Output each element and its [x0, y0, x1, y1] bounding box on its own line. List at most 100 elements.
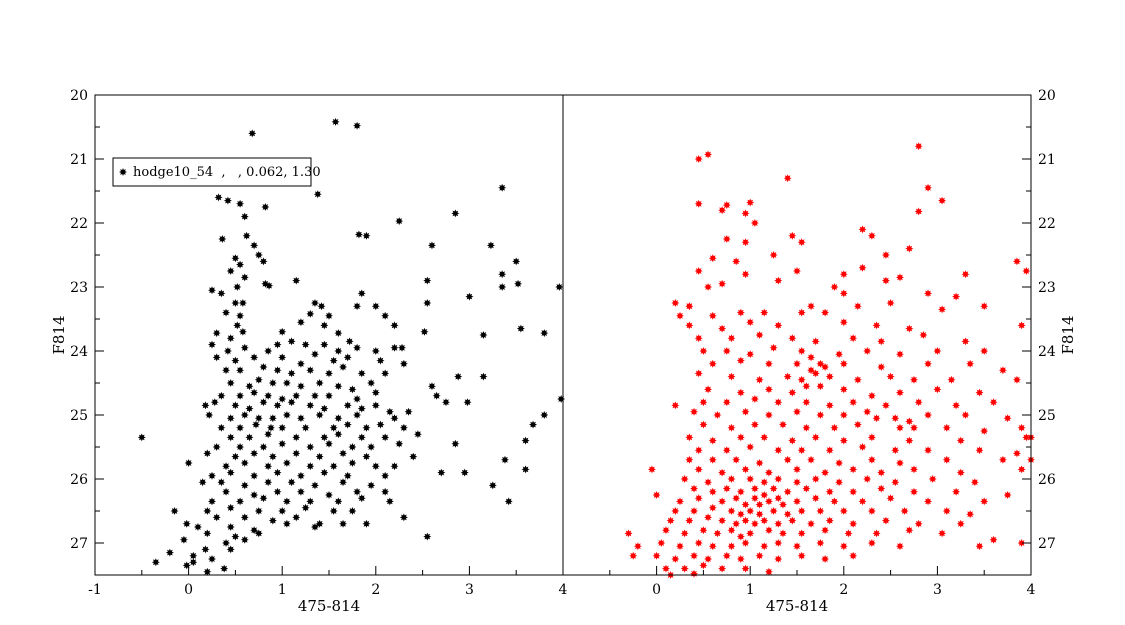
data-point — [203, 507, 212, 515]
data-point — [839, 385, 848, 394]
data-point — [905, 324, 914, 333]
data-point — [339, 478, 348, 487]
data-point — [264, 347, 273, 355]
data-point — [774, 446, 783, 455]
data-point — [755, 331, 764, 339]
data-point — [629, 551, 638, 560]
data-point — [788, 436, 797, 445]
data-point — [783, 455, 792, 464]
x-tick-label: 3 — [933, 582, 942, 598]
data-point — [718, 324, 727, 333]
data-point — [975, 446, 984, 455]
data-point — [259, 398, 268, 407]
data-point — [264, 478, 273, 487]
data-point — [708, 542, 717, 551]
data-point — [371, 302, 380, 311]
data-point — [807, 353, 816, 362]
data-point — [793, 478, 801, 487]
data-point — [310, 350, 319, 359]
data-point — [657, 539, 666, 547]
data-point — [296, 487, 305, 496]
data-point — [980, 497, 989, 506]
data-point — [942, 507, 951, 515]
data-point — [685, 433, 694, 442]
data-point — [708, 311, 717, 320]
data-point — [325, 391, 333, 400]
data-point — [362, 231, 371, 240]
data-point — [956, 468, 965, 477]
data-point — [331, 117, 340, 126]
data-point — [774, 475, 783, 483]
data-point — [223, 347, 232, 355]
data-point — [376, 356, 385, 365]
data-point — [998, 455, 1007, 464]
data-point — [296, 471, 305, 480]
data-point — [250, 471, 259, 480]
data-point — [381, 433, 390, 442]
data-point — [718, 468, 727, 477]
data-point — [760, 478, 769, 487]
data-point — [666, 516, 675, 525]
data-point — [704, 555, 713, 563]
data-point — [208, 340, 216, 349]
data-point — [727, 423, 736, 432]
data-point — [381, 487, 390, 496]
data-point — [821, 363, 830, 371]
data-point — [769, 251, 778, 259]
data-point — [529, 420, 538, 429]
data-point — [442, 398, 450, 407]
data-point — [182, 519, 191, 528]
data-point — [676, 311, 684, 320]
data-point — [708, 503, 717, 512]
data-point — [895, 273, 904, 282]
data-point — [296, 382, 305, 391]
data-point — [844, 529, 853, 538]
data-point — [390, 321, 399, 330]
data-point — [736, 388, 745, 397]
data-point — [797, 507, 806, 515]
data-point — [694, 155, 703, 163]
data-point — [460, 468, 469, 477]
data-point — [292, 391, 301, 400]
data-point — [238, 299, 247, 307]
data-point — [802, 423, 811, 432]
data-point — [671, 299, 680, 307]
data-point — [694, 267, 703, 275]
y-tick-label: 27 — [1038, 536, 1056, 552]
data-point — [201, 545, 210, 554]
data-point — [217, 478, 226, 487]
data-point — [830, 283, 839, 291]
data-point — [226, 414, 235, 423]
data-point — [223, 196, 232, 205]
data-point — [886, 299, 895, 307]
data-point — [774, 555, 783, 563]
data-point — [905, 436, 914, 445]
data-point — [905, 526, 914, 535]
data-point — [797, 551, 806, 560]
data-point — [633, 542, 642, 551]
data-point — [858, 443, 867, 451]
data-point — [746, 475, 755, 483]
data-point — [245, 433, 254, 442]
data-point — [835, 350, 844, 359]
data-point — [704, 283, 713, 291]
data-point — [540, 329, 549, 338]
data-point — [774, 398, 783, 407]
data-point — [947, 375, 956, 384]
data-point — [500, 455, 509, 464]
data-point — [816, 507, 825, 515]
data-point — [793, 359, 801, 368]
data-point — [895, 423, 904, 432]
data-point — [516, 324, 525, 333]
data-point — [240, 343, 249, 352]
data-point — [385, 407, 394, 416]
data-point — [732, 519, 741, 528]
data-point — [802, 398, 811, 407]
data-point — [690, 551, 699, 560]
data-point — [764, 468, 773, 477]
data-point — [250, 449, 259, 458]
data-point — [236, 311, 245, 320]
data-point — [265, 281, 274, 290]
data-point — [208, 497, 216, 506]
